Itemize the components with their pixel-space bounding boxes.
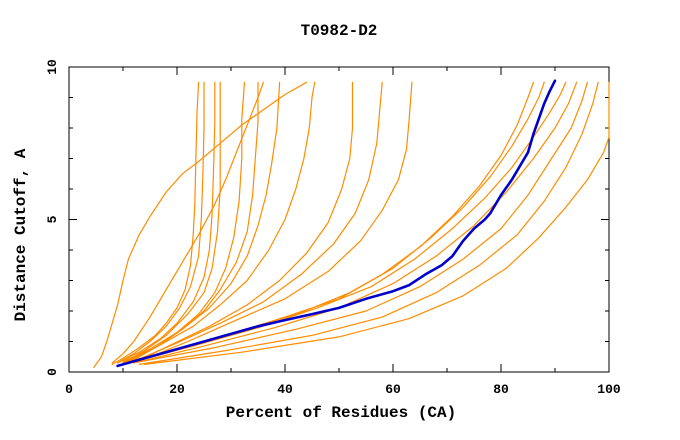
line-03-line	[116, 81, 205, 364]
x-tick-label: 20	[169, 382, 185, 397]
line-11-line	[133, 81, 354, 364]
y-tick-label: 10	[45, 59, 60, 75]
line-02-line	[111, 81, 200, 365]
line-08-line	[111, 81, 264, 364]
x-axis-label: Percent of Residues (CA)	[225, 404, 457, 422]
highlighted-model-line	[116, 79, 557, 368]
y-tick-label: 5	[45, 215, 60, 223]
line-06-line	[122, 81, 246, 364]
line-05-line	[122, 81, 221, 364]
x-tick-label: 0	[65, 382, 73, 397]
line-20-line	[144, 81, 610, 365]
line-12-line	[133, 81, 383, 362]
line-09-line	[127, 81, 281, 364]
plot-frame	[68, 66, 610, 373]
x-tick-label: 40	[277, 382, 293, 397]
line-13-line	[138, 81, 413, 362]
line-01-line	[93, 81, 308, 368]
y-tick-label: 0	[45, 368, 60, 376]
x-tick-label: 80	[493, 382, 509, 397]
line-16-line	[127, 81, 567, 364]
x-tick-label: 60	[385, 382, 401, 397]
chart-title: T0982-D2	[300, 22, 378, 40]
line-10-line	[127, 81, 316, 362]
line-18-line	[133, 81, 589, 364]
x-tick-label: 100	[597, 382, 621, 397]
y-axis-label: Distance Cutoff, A	[12, 148, 30, 322]
line-19-line	[138, 81, 599, 365]
line-17-line	[133, 81, 578, 364]
line-04-line	[116, 81, 216, 364]
